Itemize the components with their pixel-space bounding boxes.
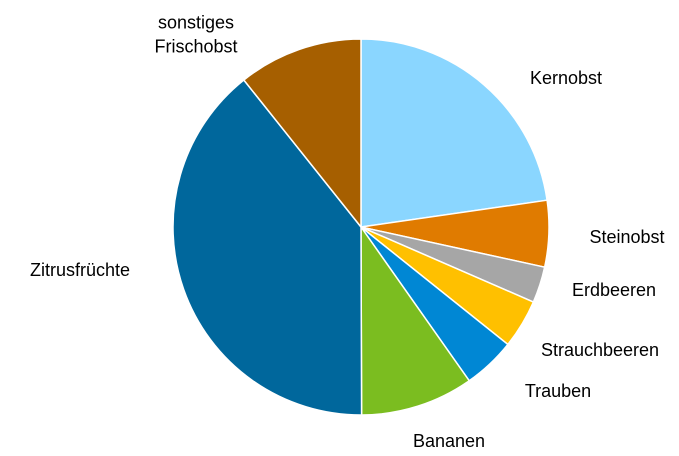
slice-label: Steinobst [589,226,665,247]
slice-label: Trauben [524,380,592,401]
slice-label: Zitrusfrüchte [29,259,131,280]
pie-slice [360,224,471,416]
pie-slice [242,38,362,230]
slice-label: sonstiges Frischobst [154,12,238,57]
slice-label: Bananen [412,430,486,451]
slice-label: Erdbeeren [571,279,657,300]
slice-label: Kernobst [529,67,603,88]
pie-slice [360,38,548,228]
pie-slice [172,78,363,416]
slice-label: Strauchbeeren [540,339,660,360]
